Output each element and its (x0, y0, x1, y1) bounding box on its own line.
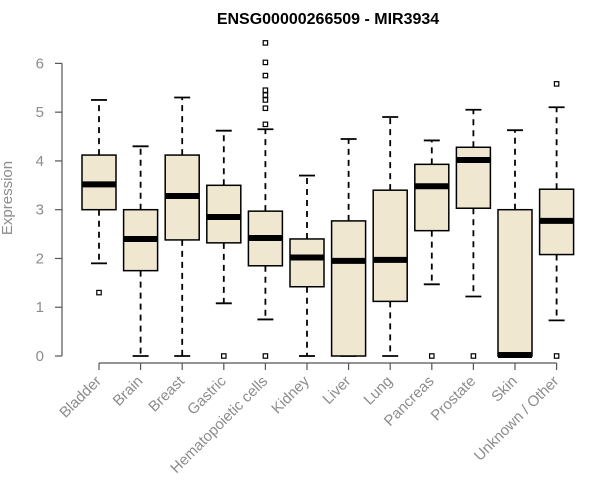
outlier-point (262, 40, 269, 46)
box-gastric (206, 129, 242, 359)
x-tick-label: Prostate (428, 373, 480, 425)
outlier-point (262, 72, 269, 79)
outlier-point (262, 92, 269, 98)
box-unknown-other (538, 81, 575, 359)
x-tick-label: Bladder (56, 373, 105, 422)
chart-title: ENSG00000266509 - MIR3934 (217, 11, 439, 28)
iqr-box (414, 163, 450, 232)
box-breast (164, 96, 200, 357)
outlier-point (553, 81, 560, 87)
iqr-box (455, 146, 492, 209)
box-hematopoietic-cells (247, 40, 284, 359)
box-liver (330, 138, 367, 357)
x-tick-label: Brain (110, 373, 147, 410)
y-tick-label: 1 (36, 299, 44, 316)
boxes-group (81, 40, 575, 359)
iqr-box (289, 238, 325, 288)
y-tick-label: 3 (36, 202, 44, 219)
box-skin (497, 129, 533, 359)
x-tick-label: Kidney (268, 372, 313, 417)
outlier-point (262, 353, 269, 359)
iqr-box (330, 220, 367, 357)
box-prostate (455, 108, 492, 359)
x-tick-label: Lung (360, 373, 396, 409)
y-tick-label: 4 (36, 153, 44, 170)
box-brain (122, 145, 159, 357)
y-tick-label: 5 (36, 104, 44, 121)
box-lung (372, 116, 408, 357)
outlier-point (262, 105, 269, 112)
outlier-point (553, 353, 560, 359)
iqr-box (497, 208, 533, 357)
outlier-point (262, 121, 269, 128)
outlier-point (470, 353, 477, 359)
outlier-point (429, 353, 435, 359)
y-tick-label: 2 (36, 250, 44, 267)
outlier-point (96, 289, 102, 296)
outlier-point (221, 353, 227, 359)
y-axis: 0 1 2 3 4 5 6 (36, 55, 63, 365)
box-pancreas (414, 139, 450, 359)
outlier-point (262, 87, 269, 94)
x-tick-label: Liver (319, 373, 354, 408)
y-axis-label: Expression (0, 161, 16, 235)
outlier-point (262, 59, 269, 66)
outlier-point (262, 97, 269, 103)
y-tick-label: 0 (36, 348, 44, 365)
box-bladder (81, 99, 117, 296)
x-tick-label: Skin (488, 373, 521, 406)
x-tick-label: Breast (145, 372, 188, 415)
box-kidney (289, 174, 325, 357)
y-tick-label: 6 (36, 55, 44, 72)
iqr-box (372, 189, 408, 303)
